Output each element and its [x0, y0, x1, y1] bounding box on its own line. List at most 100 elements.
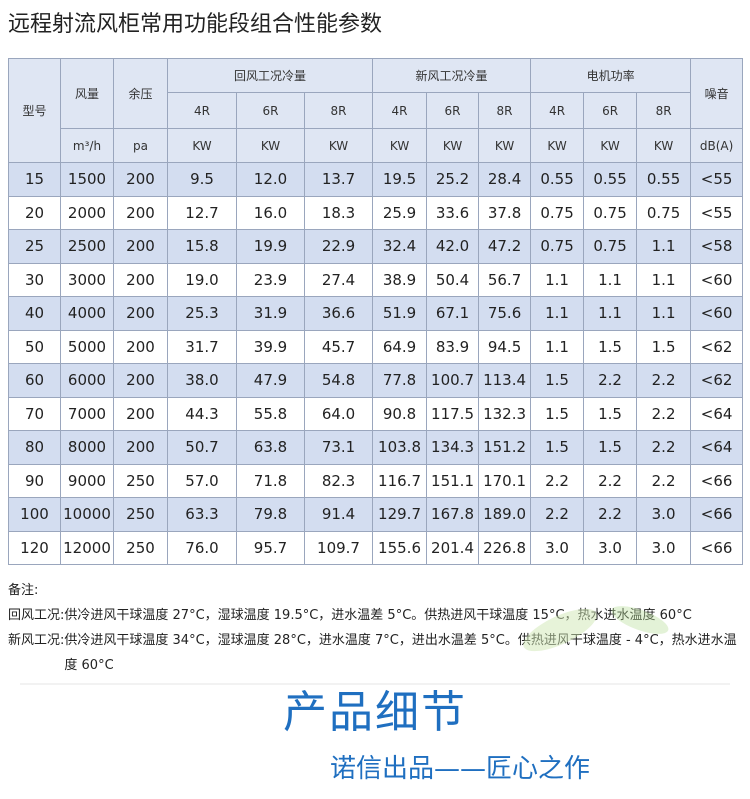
data-row: 40 4000 200 25.3 31.9 36.6 51.9 67.1 75.6 1.1 1.1 1…	[8, 296, 744, 331]
sub-header: 4R	[530, 92, 585, 129]
data-cell: 15.8	[167, 229, 237, 264]
data-cell: 36.6	[303, 296, 374, 331]
data-cell: 94.5	[478, 329, 532, 364]
sub-header: 8R	[303, 92, 374, 129]
data-row: 70 7000 200 44.3 55.8 64.0 90.8 117.5 132.3 1.5 1.…	[8, 396, 744, 431]
unit-cell: KW	[303, 128, 374, 163]
data-cell: 47.2	[478, 229, 532, 264]
data-cell: 0.75	[530, 229, 585, 264]
notes-title: 备注:	[8, 583, 39, 598]
data-cell: 25.9	[372, 195, 428, 230]
data-cell: 100.7	[426, 363, 480, 398]
data-cell: 9000	[60, 463, 114, 498]
data-cell: <58	[690, 229, 744, 264]
data-cell: <66	[690, 497, 744, 532]
data-cell: 28.4	[478, 162, 532, 197]
data-cell: 1.5	[530, 396, 585, 431]
data-cell: 57.0	[167, 463, 237, 498]
unit-cell: pa	[113, 128, 168, 163]
data-cell: 0.75	[530, 195, 585, 230]
data-cell: 82.3	[303, 463, 374, 498]
data-cell: 189.0	[478, 497, 532, 532]
data-cell: 200	[113, 195, 168, 230]
group-header: 新风工况冷量	[372, 58, 532, 93]
data-row: 25 2500 200 15.8 19.9 22.9 32.4 42.0 47.2 0.75 0.7…	[8, 229, 744, 264]
leaf	[523, 608, 597, 652]
data-row: 15 1500 200 9.5 12.0 13.7 19.5 25.2 28.4 0.55 0.55…	[8, 162, 744, 197]
leaf	[611, 606, 669, 634]
data-cell: 1.1	[583, 262, 638, 297]
data-cell: 10000	[60, 497, 114, 532]
data-cell: 2500	[60, 229, 114, 264]
unit-cell: KW	[583, 128, 638, 163]
data-cell: 120	[8, 530, 61, 565]
data-cell: 16.0	[236, 195, 305, 230]
data-cell: 30	[8, 262, 61, 297]
data-cell: 51.9	[372, 296, 428, 331]
data-cell: 2.2	[583, 363, 638, 398]
data-cell: 113.4	[478, 363, 532, 398]
data-cell: 1.1	[530, 296, 585, 331]
unit-cell: KW	[636, 128, 692, 163]
unit-cell: KW	[530, 128, 585, 163]
data-cell: 31.7	[167, 329, 237, 364]
data-cell: 117.5	[426, 396, 480, 431]
data-cell: 129.7	[372, 497, 428, 532]
data-cell: 25.2	[426, 162, 480, 197]
data-row: 90 9000 250 57.0 71.8 82.3 116.7 151.1 170.1 2.2 2…	[8, 463, 744, 498]
data-cell: <62	[690, 363, 744, 398]
sub-header: 6R	[583, 92, 638, 129]
data-cell: <66	[690, 530, 744, 565]
data-cell: 77.8	[372, 363, 428, 398]
data-cell: 2.2	[530, 497, 585, 532]
data-cell: 32.4	[372, 229, 428, 264]
unit-cell: KW	[236, 128, 305, 163]
header-cell: 余压	[113, 58, 168, 129]
data-cell: 25.3	[167, 296, 237, 331]
data-cell: 70	[8, 396, 61, 431]
data-cell: 100	[8, 497, 61, 532]
data-row: 100 10000 250 63.3 79.8 91.4 129.7 167.8 189.0 2.…	[8, 497, 744, 532]
data-cell: 1.1	[530, 262, 585, 297]
note-label: 回风工况:	[8, 608, 65, 623]
data-cell: 1.5	[636, 329, 692, 364]
data-cell: 201.4	[426, 530, 480, 565]
section-heading: 产品细节	[283, 687, 467, 738]
data-cell: <60	[690, 262, 744, 297]
data-cell: 3.0	[530, 530, 585, 565]
data-cell: 250	[113, 497, 168, 532]
data-cell: 47.9	[236, 363, 305, 398]
slogan: 诺信出品——匠心之作	[330, 754, 591, 784]
data-cell: 1.1	[636, 262, 692, 297]
data-cell: 73.1	[303, 430, 374, 465]
data-cell: <64	[690, 396, 744, 431]
data-cell: 2.2	[636, 463, 692, 498]
sub-header: 4R	[372, 92, 428, 129]
data-cell: 64.9	[372, 329, 428, 364]
data-cell: 50.4	[426, 262, 480, 297]
data-cell: 39.9	[236, 329, 305, 364]
data-cell: 44.3	[167, 396, 237, 431]
note-row: 回风工况: 供冷进风干球温度 27°C，湿球温度 19.5°C，进水温差 5°C。…	[8, 603, 748, 628]
data-cell: 2.2	[636, 430, 692, 465]
data-cell: 132.3	[478, 396, 532, 431]
data-cell: 200	[113, 262, 168, 297]
table-header: 型号 风量 余压 回风工况冷量 新风工况冷量 电机功率 噪音 4R 6R 8R 4R 6R 8R 4R 6R…	[8, 58, 744, 163]
data-cell: 200	[113, 329, 168, 364]
data-cell: 226.8	[478, 530, 532, 565]
header-row: 型号 风量 余压 回风工况冷量 新风工况冷量 电机功率 噪音	[8, 58, 744, 163]
notes: 备注: 回风工况: 供冷进风干球温度 27°C，湿球温度 19.5°C，进水温差 …	[8, 578, 748, 678]
data-cell: 0.55	[530, 162, 585, 197]
data-cell: 79.8	[236, 497, 305, 532]
data-cell: 1.1	[583, 296, 638, 331]
note-label: 新风工况:	[8, 633, 65, 648]
data-cell: 200	[113, 363, 168, 398]
data-cell: 83.9	[426, 329, 480, 364]
data-cell: 3.0	[636, 530, 692, 565]
data-cell: 40	[8, 296, 61, 331]
data-cell: 1.5	[583, 430, 638, 465]
data-cell: 38.9	[372, 262, 428, 297]
data-cell: 9.5	[167, 162, 237, 197]
data-cell: 20	[8, 195, 61, 230]
